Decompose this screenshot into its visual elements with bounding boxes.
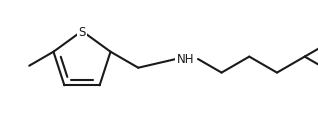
Text: NH: NH [177, 53, 195, 66]
Text: S: S [78, 25, 86, 38]
